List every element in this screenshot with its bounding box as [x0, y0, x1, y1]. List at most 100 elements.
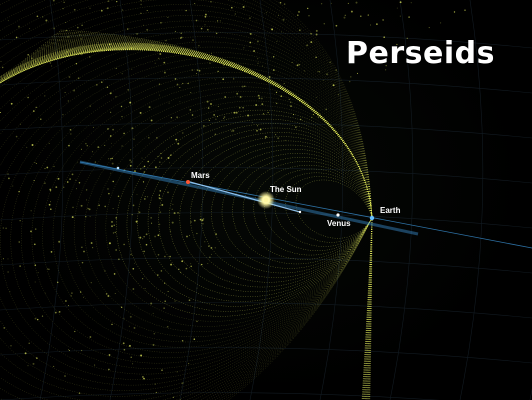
- meteor-particle: [306, 44, 308, 47]
- meteor-particle: [196, 232, 198, 235]
- meteor-particle: [182, 132, 184, 134]
- meteor-particle: [223, 117, 225, 119]
- meteor-particle: [351, 44, 353, 46]
- meteor-particle: [128, 344, 131, 347]
- meteor-tail: [0, 44, 373, 219]
- meteor-particle: [171, 221, 174, 224]
- meteor-particle: [35, 163, 37, 165]
- meteor-particle: [58, 240, 61, 243]
- meteor-particle: [148, 106, 151, 109]
- grid-line: [0, 167, 532, 184]
- meteor-tail: [0, 45, 373, 219]
- meteor-particle: [230, 6, 233, 9]
- meteor-particle: [323, 79, 325, 81]
- meteor-particle: [241, 85, 244, 88]
- meteor-particle: [268, 76, 271, 78]
- grid-line: [0, 302, 532, 319]
- meteor-particle: [68, 350, 70, 351]
- meteor-particle: [46, 166, 49, 169]
- meteor-particle: [142, 181, 145, 183]
- meteor-particle: [143, 250, 145, 253]
- meteor-particle: [217, 70, 219, 73]
- meteor-particle: [146, 10, 148, 11]
- meteor-particle: [116, 0, 118, 3]
- meteor-particle: [129, 101, 132, 104]
- meteor-particle: [290, 105, 292, 107]
- meteor-particle: [310, 41, 313, 44]
- meteor-particle: [111, 323, 113, 326]
- meteor-particle: [44, 182, 46, 184]
- meteor-particle: [140, 168, 142, 170]
- meteor-particle: [399, 1, 402, 4]
- meteor-tail: [2, 49, 373, 219]
- body-marker: [298, 210, 302, 214]
- meteor-orbit: [0, 41, 373, 391]
- meteor-particle: [19, 265, 21, 267]
- meteor-orbit: [253, 164, 373, 256]
- meteor-particle: [65, 22, 67, 24]
- meteor-particle: [49, 189, 52, 192]
- meteor-particle: [112, 232, 114, 234]
- meteor-particle: [44, 292, 46, 294]
- meteor-particle: [172, 203, 174, 205]
- meteor-particle: [44, 95, 46, 97]
- meteor-particle: [92, 126, 94, 128]
- meteor-particle: [249, 46, 251, 47]
- meteor-particle: [174, 78, 177, 80]
- meteor-particle: [265, 137, 266, 139]
- meteor-particle: [113, 273, 116, 275]
- meteor-particle: [150, 217, 152, 219]
- meteor-particle: [163, 71, 166, 74]
- meteor-particle: [157, 155, 159, 157]
- meteor-particle: [206, 100, 209, 103]
- meteor-particle: [81, 261, 84, 264]
- meteor-particle: [79, 34, 81, 36]
- meteor-tail: [0, 49, 373, 219]
- meteor-particle: [196, 69, 199, 72]
- meteor-particle: [283, 83, 285, 85]
- meteor-particle: [90, 242, 93, 244]
- meteor-particle: [24, 352, 27, 355]
- meteor-particle: [26, 146, 28, 148]
- meteor-particle: [86, 145, 88, 147]
- meteor-particle: [48, 268, 50, 270]
- meteor-particle: [143, 165, 146, 168]
- meteor-particle: [108, 43, 111, 46]
- meteor-particle: [109, 172, 111, 174]
- earth-marker: [369, 215, 375, 221]
- meteor-particle: [262, 113, 265, 115]
- meteor-particle: [323, 23, 325, 25]
- meteor-orbit: [158, 127, 373, 297]
- meteor-particle: [193, 338, 196, 340]
- meteor-particle: [111, 225, 113, 228]
- meteor-particle: [176, 371, 178, 373]
- meteor-particle: [159, 190, 162, 192]
- meteor-tail: [0, 48, 373, 219]
- meteor-particle: [271, 28, 274, 31]
- meteor-particle: [171, 208, 173, 210]
- meteor-particle: [242, 6, 245, 8]
- meteor-particle: [70, 133, 72, 135]
- meteor-particle: [53, 365, 55, 367]
- meteor-particle: [187, 82, 189, 85]
- meteor-tail: [0, 47, 373, 219]
- meteor-particle: [370, 24, 371, 26]
- meteor-particle: [347, 2, 349, 4]
- meteor-particle: [139, 111, 142, 114]
- meteor-particle: [217, 106, 219, 107]
- meteor-particle: [105, 293, 108, 295]
- grid-line: [0, 32, 532, 49]
- meteor-orbit: [0, 0, 373, 400]
- meteor-particle: [70, 295, 72, 297]
- meteor-particle: [132, 363, 134, 365]
- meteor-particle: [123, 243, 125, 246]
- meteor-stream: [0, 0, 373, 400]
- meteor-particle: [179, 86, 181, 89]
- meteor-particle: [207, 263, 209, 264]
- meteor-particle: [150, 119, 153, 122]
- meteor-particle: [42, 16, 44, 18]
- meteor-tail-lower: [369, 217, 373, 400]
- meteor-particle: [80, 38, 82, 40]
- meteor-particle: [177, 212, 179, 214]
- meteor-particle: [152, 44, 154, 47]
